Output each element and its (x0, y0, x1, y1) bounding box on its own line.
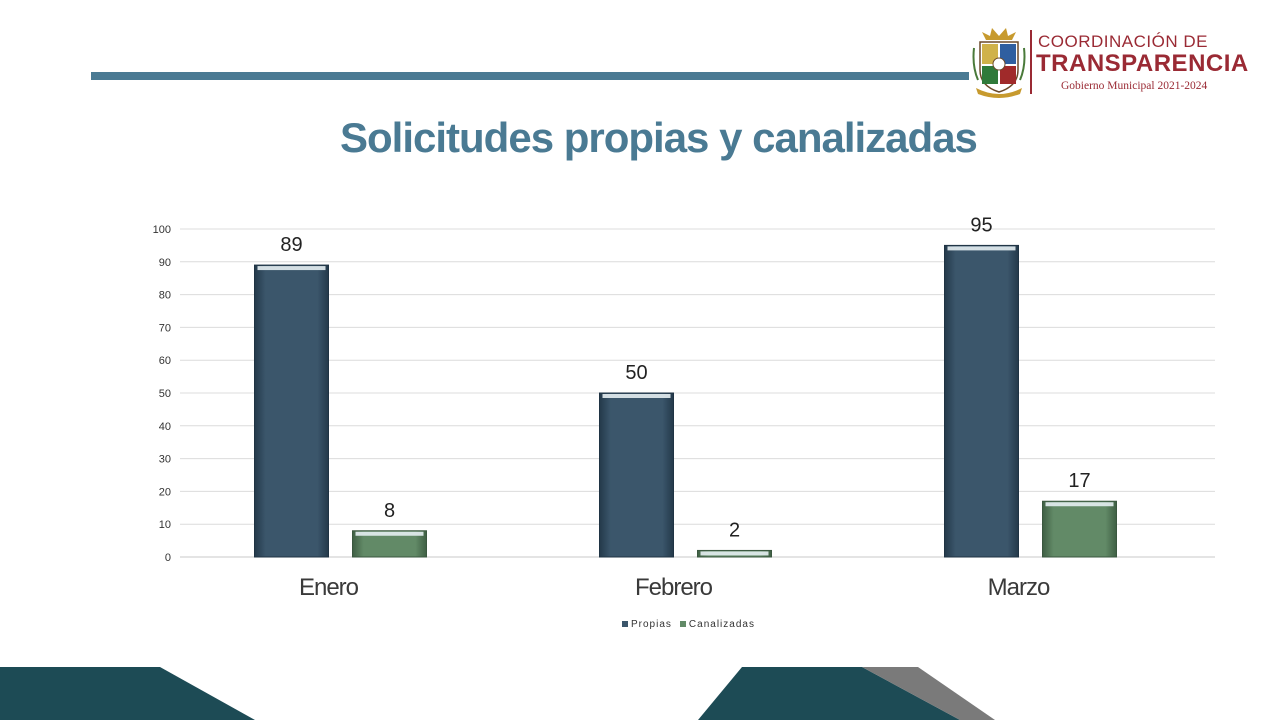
data-label-propias-enero: 89 (280, 234, 302, 256)
bar-propias-febrero (599, 392, 674, 558)
data-label-canalizadas-febrero: 2 (729, 519, 740, 541)
page-title: Solicitudes propias y canalizadas (340, 114, 978, 161)
y-tick-label: 0 (165, 552, 171, 564)
y-tick-label: 50 (159, 388, 171, 400)
data-label-propias-febrero: 50 (625, 362, 647, 384)
y-tick-label: 20 (159, 486, 171, 498)
header-rule (91, 72, 969, 80)
bar-highlight (947, 246, 1016, 251)
legend-swatch-canalizadas (679, 621, 686, 627)
logo-line-gobierno: Gobierno Municipal 2021-2024 (1061, 80, 1208, 92)
legend-swatch-propias (622, 621, 628, 627)
logo-divider (1030, 30, 1032, 94)
logo-line-coordinacion: COORDINACIÓN DE (1038, 32, 1208, 51)
data-label-canalizadas-marzo: 17 (1068, 470, 1090, 492)
bar-highlight (355, 531, 424, 536)
x-category-label-enero: Enero (299, 574, 359, 601)
y-tick-label: 60 (159, 355, 171, 367)
x-category-label-marzo: Marzo (988, 574, 1050, 601)
bar-propias-enero (254, 264, 329, 558)
footer-band (0, 667, 995, 720)
coordinacion-transparencia-logo: COORDINACIÓN DE TRANSPARENCIA Gobierno M… (972, 26, 1272, 102)
bar-highlight (700, 551, 769, 556)
y-tick-label: 80 (159, 290, 171, 302)
bar-highlight (257, 266, 326, 271)
bar-highlight (602, 394, 671, 398)
bar-highlight (1045, 502, 1114, 507)
data-label-propias-marzo: 95 (970, 214, 992, 236)
y-tick-label: 10 (159, 519, 171, 531)
x-category-label-febrero: Febrero (635, 574, 713, 601)
logo-line-transparencia: TRANSPARENCIA (1036, 50, 1249, 77)
y-tick-label: 100 (153, 224, 171, 236)
legend-label-propias: Propias (631, 618, 672, 630)
y-tick-label: 70 (159, 322, 171, 334)
legend-item-propias: Propias (622, 619, 672, 630)
y-tick-label: 90 (159, 257, 171, 269)
data-label-canalizadas-enero: 8 (384, 500, 395, 522)
bar-canalizadas-marzo (1042, 500, 1117, 558)
y-tick-label: 40 (159, 421, 171, 433)
municipal-seal-icon (972, 28, 1026, 98)
bar-propias-marzo (944, 244, 1019, 558)
y-tick-label: 30 (159, 454, 171, 466)
legend-label-canalizadas: Canalizadas (688, 618, 755, 630)
legend-item-canalizadas: Canalizadas (679, 618, 755, 630)
chart-legend: Propias Canalizadas (622, 617, 755, 631)
